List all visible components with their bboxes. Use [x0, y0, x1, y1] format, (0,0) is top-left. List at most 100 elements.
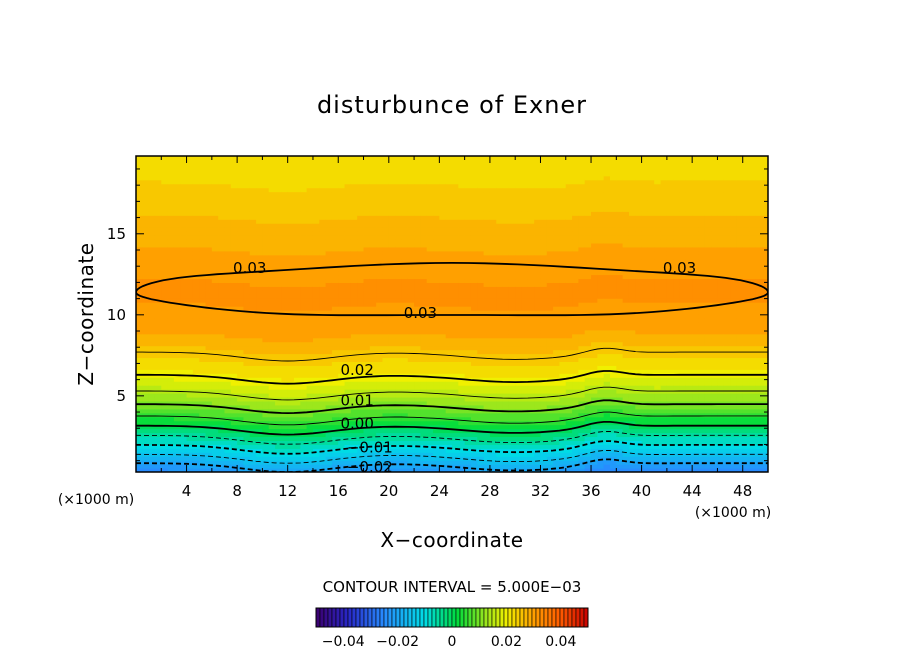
field-cell: [300, 302, 308, 307]
field-cell: [306, 231, 314, 236]
field-cell: [508, 163, 516, 169]
field-cell: [470, 250, 478, 256]
field-cell: [388, 333, 396, 339]
field-cell: [395, 314, 403, 319]
field-cell: [249, 400, 257, 406]
field-cell: [527, 361, 535, 366]
field-cell: [350, 345, 358, 351]
field-cell: [319, 266, 327, 272]
field-cell: [496, 385, 504, 390]
field-cell: [275, 171, 282, 177]
field-cell: [161, 258, 169, 264]
field-cell: [464, 191, 472, 197]
field-cell: [325, 163, 333, 169]
field-cell: [464, 432, 472, 438]
field-cell: [470, 444, 478, 449]
field-cell: [331, 211, 339, 216]
field-cell: [161, 369, 169, 374]
field-cell: [496, 215, 504, 220]
field-cell: [237, 357, 245, 362]
field-cell: [382, 385, 390, 390]
field-cell: [395, 444, 403, 449]
field-cell: [300, 290, 308, 295]
field-cell: [142, 341, 150, 347]
field-cell: [243, 171, 251, 177]
field-cell: [161, 231, 169, 236]
field-cell: [439, 357, 447, 362]
field-cell: [496, 195, 504, 201]
field-cell: [515, 333, 523, 339]
field-cell: [338, 294, 346, 299]
field-cell: [445, 215, 453, 220]
field-cell: [218, 436, 226, 441]
field-cell: [401, 468, 409, 472]
field-cell: [458, 266, 466, 272]
field-cell: [357, 460, 365, 465]
field-cell: [281, 242, 289, 248]
field-cell: [180, 428, 188, 434]
field-cell: [142, 337, 150, 343]
field-cell: [230, 310, 238, 315]
field-cell: [287, 191, 295, 197]
field-cell: [521, 444, 529, 449]
field-cell: [376, 393, 384, 398]
field-cell: [458, 231, 466, 236]
field-cell: [483, 250, 491, 256]
field-cell: [344, 440, 352, 445]
field-cell: [344, 416, 352, 422]
field-cell: [439, 159, 447, 165]
field-cell: [319, 235, 327, 240]
field-cell: [224, 325, 232, 331]
field-cell: [281, 369, 289, 374]
field-cell: [464, 412, 472, 418]
field-cell: [414, 207, 421, 212]
field-cell: [439, 231, 447, 236]
field-cell: [508, 314, 516, 319]
field-cell: [180, 242, 188, 248]
field-cell: [331, 361, 339, 366]
field-cell: [167, 333, 175, 339]
field-cell: [154, 341, 162, 347]
field-cell: [230, 207, 238, 212]
field-cell: [173, 187, 181, 193]
field-cell: [439, 377, 447, 382]
field-cell: [331, 357, 339, 362]
field-cell: [508, 412, 516, 418]
field-cell: [515, 432, 523, 438]
field-cell: [458, 432, 466, 438]
field-cell: [243, 333, 251, 339]
field-cell: [237, 341, 245, 347]
field-cell: [414, 468, 421, 472]
field-cell: [477, 349, 485, 355]
field-cell: [470, 302, 478, 307]
field-cell: [350, 337, 358, 343]
field-cell: [281, 254, 289, 260]
field-cell: [426, 282, 434, 287]
field-cell: [218, 298, 226, 303]
field-cell: [470, 231, 478, 236]
field-cell: [294, 393, 301, 398]
field-cell: [496, 333, 504, 339]
field-cell: [192, 464, 200, 469]
field-cell: [401, 317, 409, 323]
field-cell: [192, 353, 200, 359]
field-cell: [192, 179, 200, 185]
field-cell: [281, 408, 289, 414]
field-cell: [458, 306, 466, 311]
field-cell: [243, 408, 251, 414]
field-cell: [224, 412, 232, 418]
field-cell: [312, 223, 320, 228]
field-cell: [483, 286, 491, 291]
field-cell: [173, 266, 181, 272]
field-cell: [521, 424, 529, 430]
field-cell: [319, 250, 327, 256]
field-cell: [281, 444, 289, 449]
field-cell: [331, 282, 339, 287]
field-cell: [382, 404, 390, 410]
field-cell: [325, 452, 333, 457]
field-cell: [281, 464, 289, 469]
field-cell: [331, 337, 339, 343]
field-cell: [477, 365, 485, 370]
field-cell: [477, 238, 485, 244]
field-cell: [205, 389, 213, 394]
